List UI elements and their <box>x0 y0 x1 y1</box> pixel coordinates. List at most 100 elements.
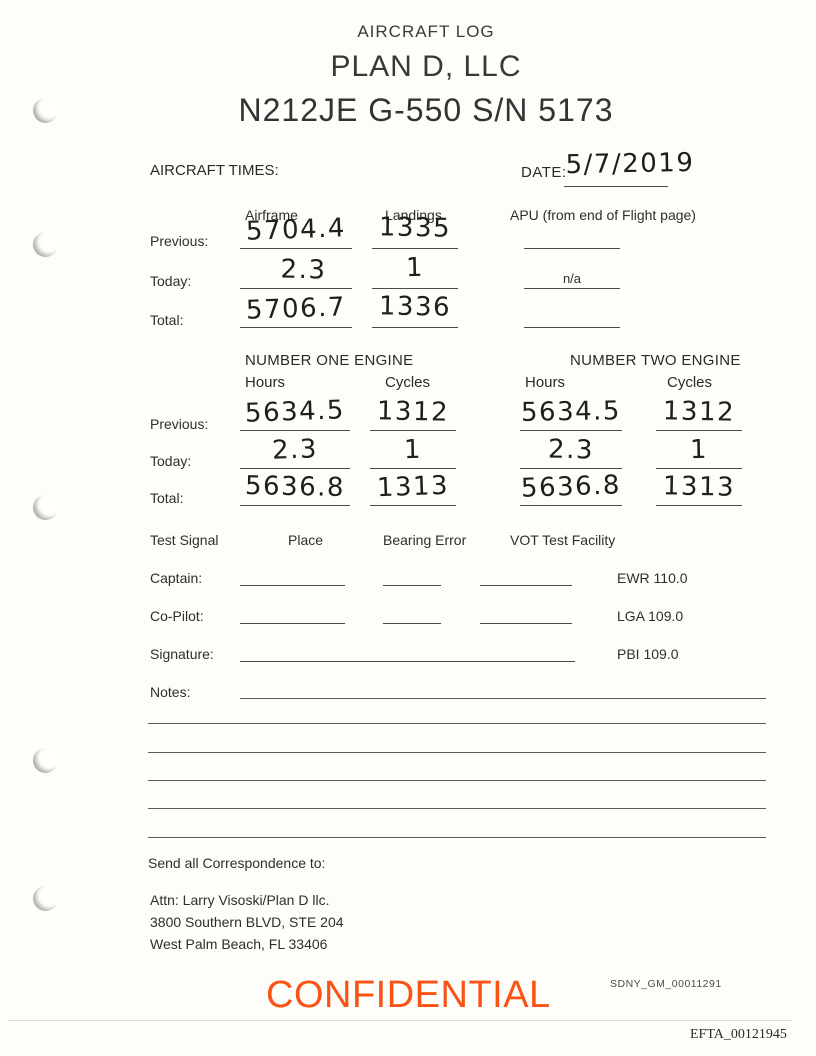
engine-row-label-total: Total: <box>150 490 184 506</box>
e2-hours-today: 2.3 <box>547 434 595 466</box>
e2-hours-total-line <box>520 505 622 506</box>
e2-hours-total: 5636.8 <box>520 470 622 504</box>
e1-cycles-total-line <box>370 505 456 506</box>
apu-total-line <box>524 327 620 328</box>
blank-line <box>148 780 766 781</box>
blank-line <box>148 837 766 838</box>
engine-two-cycles-header: Cycles <box>667 374 713 391</box>
engine-one-hours-header: Hours <box>245 374 286 391</box>
e1-hours-total: 5636.8 <box>244 470 346 504</box>
e1-cycles-previous: 1312 <box>376 396 450 428</box>
e1-hours-today-line <box>240 468 350 469</box>
facility-pbi: PBI 109.0 <box>617 646 679 662</box>
blank-line <box>148 808 766 809</box>
airframe-previous-line <box>240 248 352 249</box>
punch-hole <box>33 886 58 911</box>
facility-lga: LGA 109.0 <box>617 608 684 624</box>
col-header-landings: Landings <box>385 207 442 223</box>
e2-hours-previous-line <box>520 430 622 431</box>
engine-row-label-today: Today: <box>150 453 192 469</box>
e2-cycles-previous-line <box>656 430 742 431</box>
blank-line <box>148 752 766 753</box>
scan-artifact-line <box>8 1020 792 1021</box>
airframe-total-line <box>240 327 352 328</box>
punch-hole <box>33 98 58 123</box>
company-name: PLAN D, LLC <box>330 50 522 83</box>
date-line <box>564 186 668 187</box>
engine-one-cycles-header: Cycles <box>385 374 431 391</box>
correspondence-label: Send all Correspondence to: <box>148 855 326 871</box>
e2-cycles-today: 1 <box>689 434 709 466</box>
col-header-apu: APU (from end of Flight page) <box>510 207 696 223</box>
captain-label: Captain: <box>150 570 203 586</box>
engine-one-title: NUMBER ONE ENGINE <box>245 352 414 369</box>
e2-hours-today-line <box>520 468 622 469</box>
signature-line <box>240 661 575 662</box>
bates-stamp-bottom: EFTA_00121945 <box>690 1027 787 1042</box>
copilot-place-line <box>240 623 345 624</box>
e1-cycles-today-line <box>370 468 456 469</box>
airframe-total-value: 5706.7 <box>245 292 347 326</box>
e1-hours-total-line <box>240 505 350 506</box>
copilot-label: Co-Pilot: <box>150 608 204 624</box>
engine-two-title: NUMBER TWO ENGINE <box>570 352 741 369</box>
e1-cycles-previous-line <box>370 430 456 431</box>
punch-hole <box>33 495 58 520</box>
captain-place-line <box>240 585 345 586</box>
landings-previous-line <box>372 248 458 249</box>
e1-cycles-total: 1313 <box>376 470 450 504</box>
bearing-error-header: Bearing Error <box>383 532 467 548</box>
landings-today-value: 1 <box>405 252 425 284</box>
signature-label: Signature: <box>150 646 214 662</box>
apu-today-line <box>524 288 620 289</box>
aircraft-times-label: AIRCRAFT TIMES: <box>150 162 279 179</box>
vot-facility-header: VOT Test Facility <box>510 532 616 548</box>
copilot-bearing-line <box>383 623 441 624</box>
address-line-2: West Palm Beach, FL 33406 <box>150 936 328 952</box>
date-value: 5/7/2019 <box>565 147 695 181</box>
e2-cycles-total: 1313 <box>662 471 736 503</box>
test-signal-header: Test Signal <box>150 532 219 548</box>
engine-two-hours-header: Hours <box>525 374 566 391</box>
e1-hours-previous: 5634.5 <box>244 395 346 429</box>
confidential-stamp: CONFIDENTIAL <box>266 974 551 1016</box>
e2-cycles-previous: 1312 <box>662 396 736 428</box>
airframe-today-value: 2.3 <box>280 254 327 286</box>
apu-previous-line <box>524 248 620 249</box>
e1-cycles-today: 1 <box>403 434 423 466</box>
engine-row-label-previous: Previous: <box>150 416 209 432</box>
landings-total-line <box>372 327 458 328</box>
apu-today-value: n/a <box>562 271 582 286</box>
airframe-today-line <box>240 288 352 289</box>
place-header: Place <box>288 532 324 548</box>
airframe-previous-value: 5704.4 <box>245 213 347 247</box>
notes-label: Notes: <box>150 684 191 700</box>
landings-previous-value: 1335 <box>378 212 452 244</box>
col-header-airframe: Airframe <box>245 207 298 223</box>
attn-line: Attn: Larry Visoski/Plan D llc. <box>150 892 330 908</box>
notes-line <box>240 698 766 699</box>
captain-facility-line <box>480 585 572 586</box>
row-label-today: Today: <box>150 273 192 289</box>
row-label-total: Total: <box>150 312 184 328</box>
aircraft-id: N212JE G-550 S/N 5173 <box>238 92 614 128</box>
e2-hours-previous: 5634.5 <box>520 396 622 428</box>
punch-hole <box>33 748 58 773</box>
copilot-facility-line <box>480 623 572 624</box>
landings-today-line <box>372 288 458 289</box>
landings-total-value: 1336 <box>378 291 452 323</box>
e2-cycles-total-line <box>656 505 742 506</box>
row-label-previous: Previous: <box>150 233 209 249</box>
doc-title: AIRCRAFT LOG <box>357 22 495 41</box>
facility-ewr: EWR 110.0 <box>617 570 688 586</box>
e2-cycles-today-line <box>656 468 742 469</box>
e1-hours-today: 2.3 <box>271 434 319 466</box>
e1-hours-previous-line <box>240 430 350 431</box>
date-label: DATE: <box>521 164 567 181</box>
blank-line <box>148 723 766 724</box>
punch-hole <box>33 232 58 257</box>
bates-stamp-top: SDNY_GM_00011291 <box>610 978 722 990</box>
captain-bearing-line <box>383 585 441 586</box>
address-line-1: 3800 Southern BLVD, STE 204 <box>150 914 344 930</box>
